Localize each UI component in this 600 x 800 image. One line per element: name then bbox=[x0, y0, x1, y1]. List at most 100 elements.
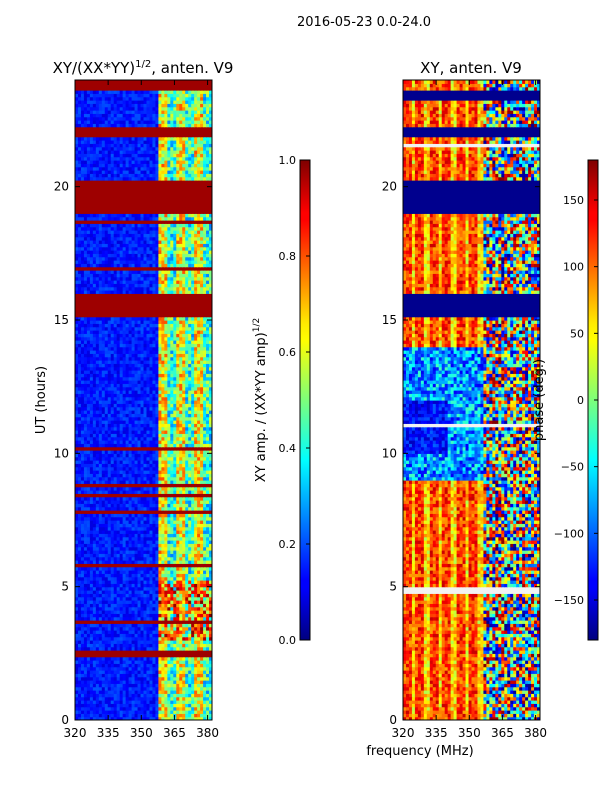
left-heatmap-cell bbox=[194, 636, 198, 641]
left-heatmap-cell bbox=[92, 656, 97, 661]
left-heatmap-cell bbox=[206, 386, 210, 391]
left-heatmap-cell bbox=[182, 670, 186, 674]
left-heatmap-cell bbox=[194, 490, 198, 494]
left-heatmap-cell bbox=[104, 533, 109, 538]
left-heatmap-cell bbox=[170, 550, 174, 554]
left-heatmap-cell bbox=[113, 516, 118, 521]
left-heatmap-cell bbox=[119, 523, 124, 528]
left-heatmap-cell bbox=[128, 613, 133, 618]
left-heatmap-cell bbox=[170, 376, 174, 381]
left-heatmap-cell bbox=[113, 593, 118, 598]
left-heatmap-cell bbox=[209, 683, 212, 688]
left-heatmap-cell bbox=[104, 416, 109, 421]
left-heatmap-cell bbox=[152, 626, 157, 631]
left-heatmap-cell bbox=[113, 693, 118, 698]
left-heatmap-cell bbox=[158, 680, 162, 684]
left-heatmap-cell bbox=[86, 493, 91, 498]
left-heatmap-cell bbox=[131, 653, 136, 658]
left-heatmap-cell bbox=[182, 450, 186, 454]
left-heatmap-cell bbox=[98, 433, 103, 438]
left-heatmap-cell bbox=[170, 683, 174, 688]
left-heatmap-cell bbox=[75, 703, 79, 708]
left-heatmap-cell bbox=[92, 680, 97, 684]
left-heatmap-cell bbox=[149, 663, 154, 668]
left-heatmap-cell bbox=[107, 433, 112, 438]
left-heatmap-cell bbox=[206, 623, 210, 628]
left-heatmap-cell bbox=[149, 500, 154, 504]
left-heatmap-cell bbox=[143, 496, 148, 501]
left-heatmap-cell bbox=[164, 433, 168, 438]
left-heatmap-cell bbox=[113, 496, 118, 501]
left-heatmap-cell bbox=[98, 646, 103, 651]
left-heatmap-cell bbox=[176, 523, 180, 528]
left-heatmap-cell bbox=[185, 590, 189, 594]
left-heatmap-cell bbox=[200, 553, 204, 558]
left-heatmap-cell bbox=[101, 493, 106, 498]
left-heatmap-cell bbox=[134, 450, 139, 454]
left-heatmap-cell bbox=[167, 670, 171, 674]
left-heatmap-cell bbox=[122, 540, 127, 544]
left-heatmap-cell bbox=[128, 696, 133, 701]
left-heatmap-cell bbox=[161, 683, 165, 688]
left-heatmap-cell bbox=[83, 410, 88, 414]
left-heatmap-cell bbox=[170, 506, 174, 511]
left-heatmap-cell bbox=[191, 376, 195, 381]
left-heatmap-cell bbox=[122, 556, 127, 561]
left-heatmap-cell bbox=[122, 493, 127, 498]
left-heatmap-cell bbox=[86, 700, 91, 704]
left-heatmap-cell bbox=[122, 546, 127, 551]
left-heatmap-cell bbox=[155, 360, 159, 364]
left-heatmap-cell bbox=[200, 680, 204, 684]
left-heatmap-cell bbox=[110, 360, 115, 364]
left-heatmap-cell bbox=[77, 510, 82, 514]
left-heatmap-cell bbox=[161, 716, 165, 720]
left-heatmap-cell bbox=[116, 516, 121, 521]
left-heatmap-cell bbox=[125, 366, 130, 371]
left-heatmap-cell bbox=[113, 443, 118, 448]
left-heatmap-cell bbox=[197, 606, 201, 611]
left-heatmap-cell bbox=[164, 423, 168, 428]
left-heatmap-cell bbox=[164, 556, 168, 561]
left-heatmap-cell bbox=[176, 713, 180, 718]
left-heatmap-cell bbox=[164, 496, 168, 501]
left-heatmap-cell bbox=[161, 556, 165, 561]
left-heatmap-cell bbox=[161, 460, 165, 464]
left-heatmap-cell bbox=[134, 490, 139, 494]
left-heatmap-cell bbox=[149, 700, 154, 704]
left-heatmap-cell bbox=[104, 680, 109, 684]
left-heatmap-cell bbox=[206, 360, 210, 364]
left-heatmap-cell bbox=[158, 530, 162, 534]
left-heatmap-cell bbox=[170, 510, 174, 514]
left-heatmap-cell bbox=[152, 443, 157, 448]
left-heatmap-cell bbox=[194, 376, 198, 381]
left-heatmap-cell bbox=[164, 366, 168, 371]
left-heatmap-cell bbox=[107, 693, 112, 698]
left-heatmap-cell bbox=[179, 416, 183, 421]
left-heatmap-cell bbox=[137, 590, 142, 594]
left-heatmap-cell bbox=[137, 553, 142, 558]
left-heatmap-cell bbox=[107, 490, 112, 494]
left-heatmap-cell bbox=[86, 476, 91, 481]
left-heatmap-cell bbox=[119, 500, 124, 504]
left-heatmap-cell bbox=[152, 516, 157, 521]
left-heatmap-cell bbox=[149, 660, 154, 664]
left-heatmap-cell bbox=[131, 436, 136, 441]
left-heatmap-cell bbox=[89, 606, 94, 611]
left-heatmap-cell bbox=[140, 653, 145, 658]
left-heatmap-cell bbox=[125, 666, 130, 671]
left-heatmap-cell bbox=[188, 653, 192, 658]
left-heatmap-cell bbox=[164, 630, 168, 634]
left-heatmap-cell bbox=[152, 386, 157, 391]
left-heatmap-cell bbox=[179, 656, 183, 661]
left-heatmap-cell bbox=[203, 380, 207, 384]
left-heatmap-cell bbox=[137, 500, 142, 504]
left-heatmap-cell bbox=[188, 650, 192, 654]
left-heatmap-cell bbox=[191, 686, 195, 691]
left-heatmap-cell bbox=[143, 610, 148, 614]
left-heatmap-cell bbox=[182, 463, 186, 468]
left-heatmap-cell bbox=[149, 666, 154, 671]
left-heatmap-cell bbox=[75, 480, 79, 484]
left-heatmap-cell bbox=[140, 650, 145, 654]
left-heatmap-cell bbox=[77, 716, 82, 720]
left-heatmap-cell bbox=[75, 516, 79, 521]
